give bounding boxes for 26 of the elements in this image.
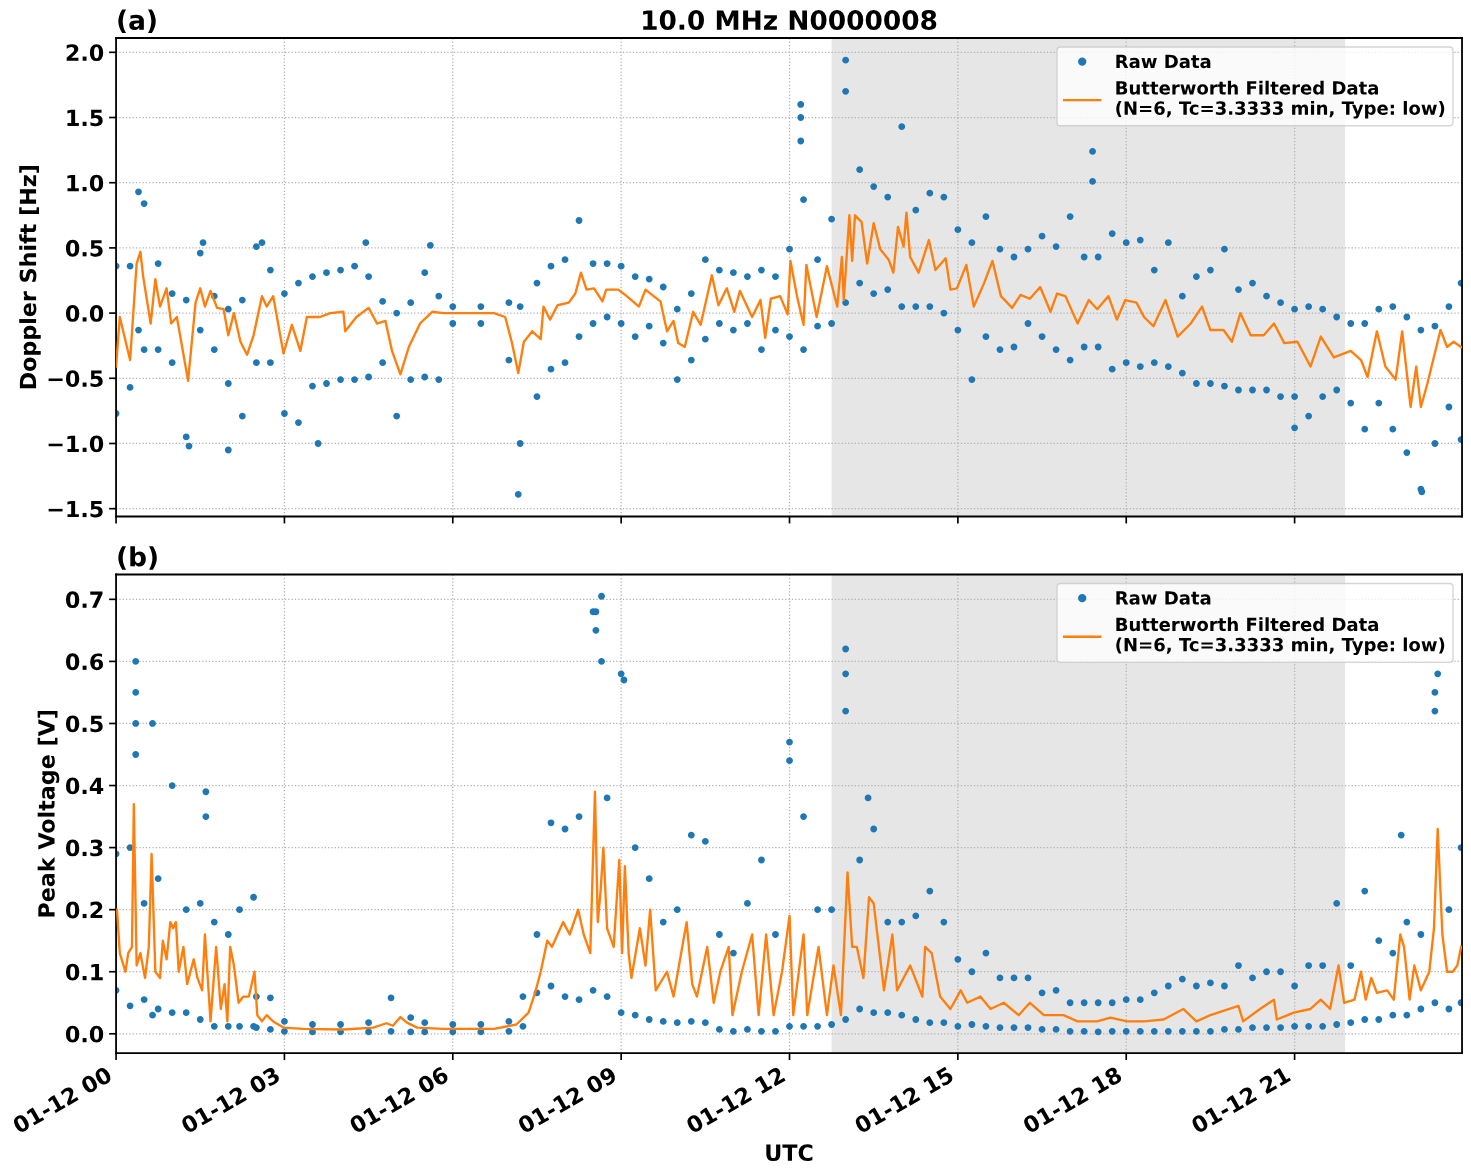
text: (b) — [118, 546, 157, 570]
y-tick-label: 0.0 — [65, 1025, 104, 1043]
y-tick-label: −1.0 — [48, 435, 104, 453]
y-tick-label: 0.3 — [65, 839, 103, 857]
y-tick-label: 0.2 — [65, 901, 103, 919]
y-tick-label: 0.5 — [65, 239, 103, 257]
y-tick-label: 0.4 — [65, 777, 104, 795]
y-axis-title: Doppler Shift [Hz] — [19, 166, 41, 389]
y-tick-label: 0.6 — [65, 653, 104, 671]
legend-label: Raw Data — [1116, 591, 1211, 605]
y-tick-label: 2.0 — [66, 44, 104, 62]
legend-label: Raw Data — [1116, 54, 1211, 69]
legend-label: Butterworth Filtered Data (N=6, Tc=3.3333 min, Type: low) — [1116, 617, 1445, 656]
y-tick-label: 0.0 — [65, 305, 104, 322]
y-tick-label: 1.5 — [67, 109, 103, 127]
legend-label: Butterworth Filtered Data (N=6, Tc=3.3333 min, Type: low) — [1116, 80, 1445, 119]
y-tick-label: 0.1 — [65, 963, 103, 981]
y-tick-label: 0.5 — [65, 715, 103, 733]
x-axis-title: UTC — [766, 1144, 813, 1162]
chart-title: 10.0 MHz N0000008 — [643, 10, 937, 31]
y-axis-title: Peak Voltage [V] — [37, 710, 60, 917]
y-tick-label: −1.5 — [48, 500, 103, 518]
y-tick-label: 1.0 — [67, 174, 104, 192]
y-tick-label: 0.7 — [65, 591, 103, 609]
text: (a) — [118, 9, 156, 34]
y-tick-label: −0.5 — [48, 370, 103, 388]
